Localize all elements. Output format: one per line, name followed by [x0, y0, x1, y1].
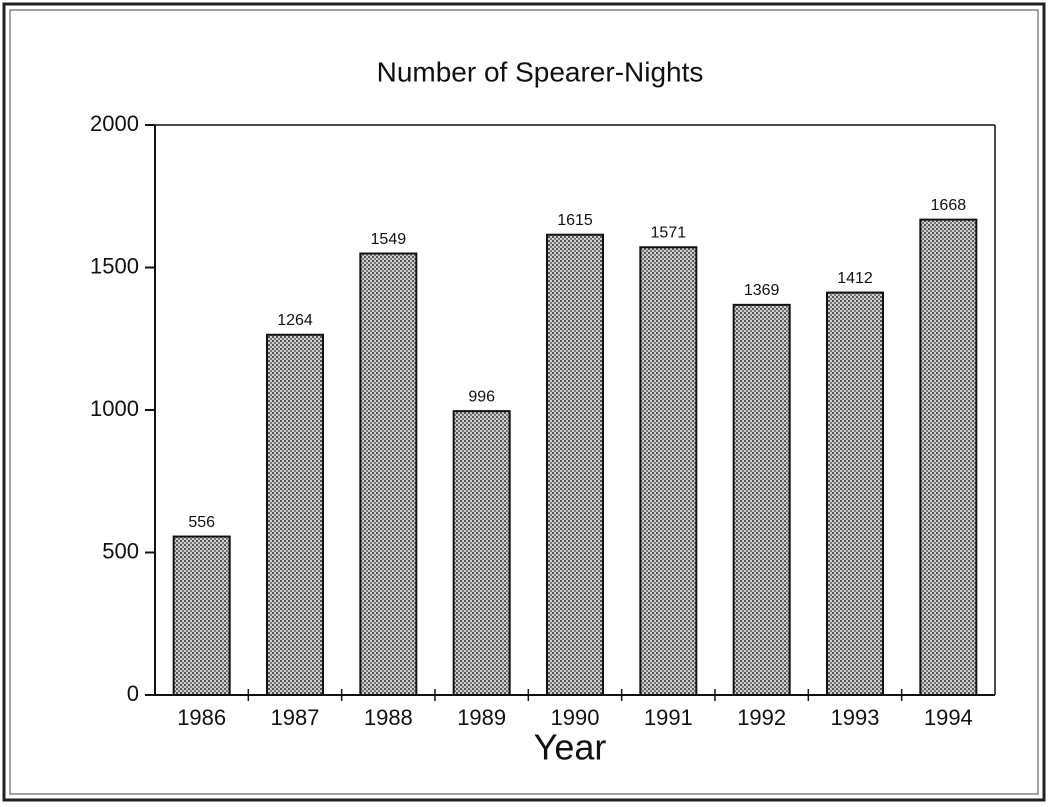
value-label: 556 [188, 514, 215, 531]
y-tick-label: 500 [102, 538, 139, 563]
x-tick-label: 1991 [644, 705, 693, 730]
value-label: 1615 [557, 212, 593, 229]
bar [639, 246, 698, 696]
chart-title: Number of Spearer-Nights [377, 56, 704, 87]
value-label: 1571 [651, 224, 687, 241]
y-tick-label: 2000 [90, 111, 139, 136]
x-tick-label: 1992 [737, 705, 786, 730]
x-tick-label: 1993 [831, 705, 880, 730]
y-tick-label: 1500 [90, 253, 139, 278]
y-tick-label: 1000 [90, 396, 139, 421]
value-label: 996 [468, 388, 495, 405]
bar [172, 535, 231, 696]
bar [546, 233, 604, 696]
value-label: 1369 [744, 282, 780, 299]
bar [452, 410, 511, 696]
value-label: 1668 [931, 197, 967, 214]
x-tick-label: 1986 [177, 705, 226, 730]
x-tick-label: 1987 [271, 705, 320, 730]
x-tick-label: 1994 [924, 705, 973, 730]
bar [266, 333, 324, 696]
y-tick-label: 0 [127, 681, 139, 706]
x-axis-label: Year [534, 727, 607, 768]
value-label: 1549 [371, 231, 407, 248]
x-tick-label: 1989 [457, 705, 506, 730]
x-tick-label: 1988 [364, 705, 413, 730]
value-label: 1412 [837, 270, 873, 287]
x-tick-label: 1990 [551, 705, 600, 730]
inner-frame [9, 9, 1039, 795]
value-label: 1264 [277, 312, 313, 329]
bar [826, 291, 884, 696]
bar [919, 218, 978, 696]
bar [732, 303, 791, 696]
bar [359, 252, 418, 696]
